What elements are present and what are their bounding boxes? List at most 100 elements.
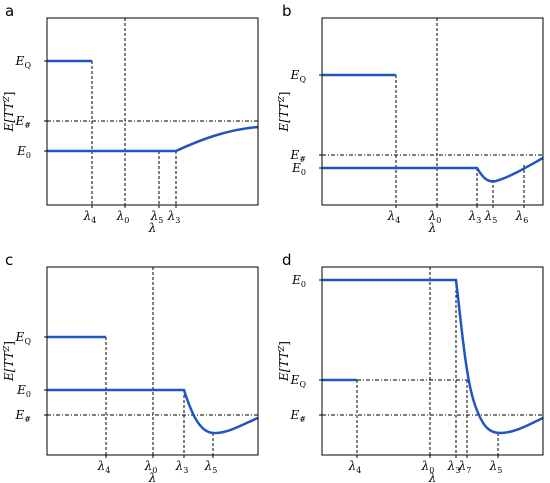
y-tick-label-base: E (291, 161, 301, 175)
y-tick-label-sub: # (24, 121, 31, 130)
panel-label: d (282, 251, 292, 269)
x-tick-label-base: λ (515, 209, 524, 223)
x-tick-label-base: λ (421, 459, 430, 473)
y-tick-label: E# (290, 148, 307, 164)
y-tick-label: E# (290, 408, 307, 424)
x-tick-label-base: λ (447, 459, 456, 473)
y-label-end: ] (2, 341, 16, 346)
x-tick-label-sub: 7 (466, 466, 471, 475)
y-label-end: ] (277, 341, 291, 346)
x-tick-label-base: λ (489, 459, 498, 473)
x-axis-label: λ (428, 221, 437, 235)
energy-curve (322, 156, 544, 183)
y-label-base: E[TT (277, 350, 291, 382)
x-tick-label: λ3 (175, 459, 189, 475)
y-axis-label: E[TTZ] (2, 92, 16, 133)
y-tick-label: E0 (291, 273, 306, 289)
y-axis-label: E[TTZ] (277, 92, 291, 133)
x-tick-label-base: λ (348, 459, 357, 473)
x-tick-label-base: λ (204, 459, 213, 473)
y-tick-label: E# (15, 408, 32, 424)
y-label-sup: Z (2, 345, 11, 352)
x-tick-label-base: λ (484, 209, 493, 223)
energy-curve (47, 388, 259, 435)
y-tick-label-sub: Q (299, 380, 306, 389)
x-tick-label-sub: 0 (436, 216, 441, 225)
y-tick-label-base: E (15, 54, 25, 68)
x-tick-label-sub: 5 (212, 466, 217, 475)
x-tick-label-sub: 0 (124, 216, 129, 225)
x-tick-label: λ5 (150, 209, 164, 225)
x-tick-label: λ4 (348, 459, 362, 475)
y-tick-label-sub: Q (24, 337, 31, 346)
y-tick-label: E0 (291, 161, 306, 177)
x-tick-label: λ4 (83, 209, 97, 225)
y-tick-label-base: E (16, 383, 26, 397)
x-tick-label-base: λ (387, 209, 396, 223)
y-tick-label-sub: # (299, 415, 306, 424)
x-tick-label-sub: 0 (429, 466, 434, 475)
x-tick-label: λ5 (489, 459, 503, 475)
y-tick-label: EQ (15, 54, 32, 70)
x-tick-label-base: λ (150, 209, 159, 223)
x-tick-label-sub: 5 (497, 466, 502, 475)
y-label-end: ] (2, 92, 16, 97)
y-tick-label: EQ (15, 330, 32, 346)
y-label-base: E[TT (2, 101, 16, 133)
axes-frame (321, 17, 544, 206)
x-tick-label: λ3 (167, 209, 181, 225)
x-tick-label-base: λ (175, 459, 184, 473)
x-tick-label: λ4 (97, 459, 111, 475)
y-tick-label-sub: 0 (301, 280, 306, 289)
axes-frame (46, 17, 259, 206)
x-tick-label: λ3 (468, 209, 482, 225)
x-tick-label-base: λ (83, 209, 92, 223)
x-tick-label-sub: 4 (395, 216, 400, 225)
y-axis-label: E[TTZ] (2, 341, 16, 382)
x-tick-label-sub: 3 (476, 216, 481, 225)
y-tick-label-sub: Q (299, 75, 306, 84)
x-axis-label: λ (148, 221, 157, 235)
x-tick-label: λ0 (421, 459, 435, 475)
x-tick-label-sub: 3 (455, 466, 460, 475)
y-tick-label: EQ (290, 68, 307, 84)
y-label-sup: Z (277, 345, 286, 352)
y-label-base: E[TT (2, 350, 16, 382)
y-tick-label-base: E (290, 68, 300, 82)
x-tick-label: λ6 (515, 209, 529, 225)
x-tick-label-sub: 0 (152, 466, 157, 475)
y-tick-label-sub: 0 (26, 151, 31, 160)
x-tick-label-base: λ (458, 459, 467, 473)
x-axis-label: λ (428, 471, 437, 483)
x-tick-label: λ4 (387, 209, 401, 225)
x-tick-label: λ5 (484, 209, 498, 225)
y-label-base: E[TT (277, 101, 291, 133)
x-tick-label-base: λ (167, 209, 176, 223)
panel-label: b (282, 2, 292, 20)
y-label-sup: Z (277, 96, 286, 103)
y-tick-label: E# (15, 114, 32, 130)
x-tick-label: λ0 (144, 459, 158, 475)
y-tick-label-base: E (16, 144, 26, 158)
x-tick-label-sub: 3 (183, 466, 188, 475)
x-tick-label: λ7 (458, 459, 472, 475)
x-tick-label: λ3 (447, 459, 461, 475)
axes-frame (46, 266, 259, 456)
y-tick-label-sub: # (299, 155, 306, 164)
y-tick-label-sub: Q (24, 61, 31, 70)
y-label-sup: Z (2, 96, 11, 103)
panel-label: a (5, 2, 14, 20)
y-tick-label-base: E (15, 408, 25, 422)
x-tick-label-sub: 5 (492, 216, 497, 225)
x-tick-label-sub: 3 (175, 216, 180, 225)
x-tick-label-base: λ (144, 459, 153, 473)
y-tick-label-sub: 0 (301, 168, 306, 177)
x-tick-label: λ0 (428, 209, 442, 225)
y-axis-label: E[TTZ] (277, 341, 291, 382)
x-tick-label-base: λ (97, 459, 106, 473)
energy-curve (47, 125, 259, 153)
